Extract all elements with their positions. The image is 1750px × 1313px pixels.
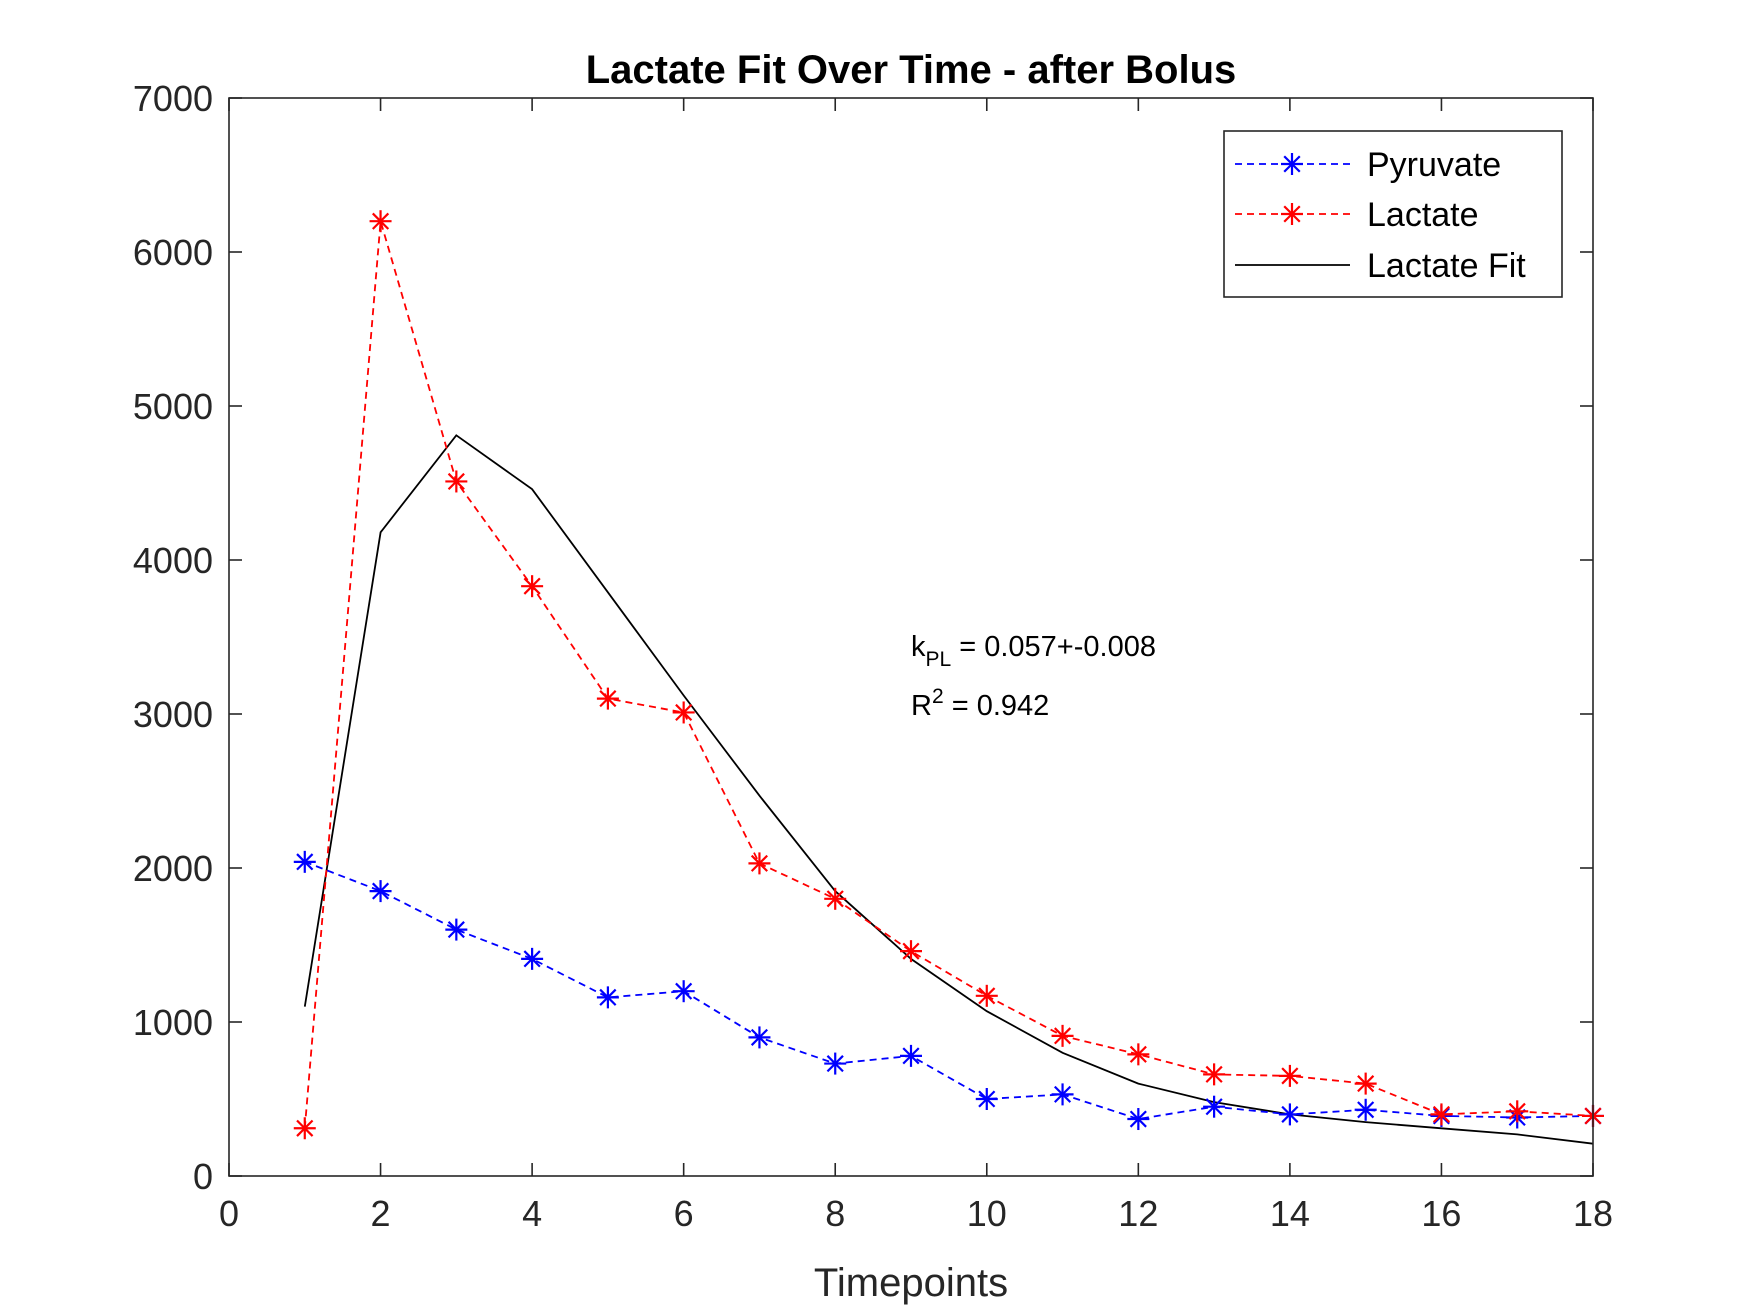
lactate-point — [1203, 1063, 1226, 1086]
lactate-point — [1506, 1100, 1529, 1123]
pyruvate-point — [975, 1088, 998, 1110]
kpl-annotation: kPL = 0.057+-0.008 — [911, 631, 1156, 671]
pyruvate-point — [1203, 1095, 1226, 1118]
series-lactate — [293, 210, 1604, 1140]
x-tick-label: 0 — [219, 1193, 239, 1234]
lactate-line — [303, 220, 1594, 1129]
x-tick-label: 18 — [1573, 1193, 1613, 1234]
x-tick-label: 6 — [674, 1193, 694, 1234]
x-tick-label: 8 — [825, 1193, 845, 1234]
legend: Pyruvate Lactate Lactate Fit — [1223, 130, 1563, 298]
pyruvate-point — [521, 947, 544, 970]
lactate-fit-line — [303, 434, 1594, 1145]
legend-entry-lactate-fit: Lactate Fit — [1235, 247, 1526, 285]
legend-entry-lactate: Lactate — [1235, 196, 1479, 234]
pyruvate-point — [824, 1052, 847, 1075]
kpl-subscript: PL — [926, 648, 952, 671]
series-layer — [293, 210, 1604, 1145]
y-tick-label: 3000 — [133, 694, 213, 735]
y-tick-label: 1000 — [133, 1002, 213, 1043]
legend-entries: Pyruvate Lactate Lactate Fit — [1235, 146, 1526, 285]
legend-label-pyruvate: Pyruvate — [1367, 146, 1501, 184]
x-tick-label: 4 — [522, 1193, 542, 1234]
lactate-point — [293, 1117, 316, 1140]
x-tick-label: 10 — [967, 1193, 1007, 1234]
r2-superscript: 2 — [932, 685, 944, 708]
legend-entry-pyruvate: Pyruvate — [1235, 146, 1501, 184]
y-tick-label: 0 — [193, 1156, 213, 1197]
lactate-point — [1354, 1072, 1377, 1095]
y-tick-label: 6000 — [133, 232, 213, 273]
lactate-point — [521, 575, 544, 598]
pyruvate-point — [1127, 1108, 1150, 1131]
pyruvate-point — [900, 1044, 922, 1067]
series-lactate-fit — [303, 434, 1594, 1145]
pyruvate-point — [1051, 1083, 1074, 1106]
lactate-point — [900, 940, 922, 963]
legend-box — [1223, 130, 1563, 298]
lactate-point — [672, 701, 695, 724]
pyruvate-line — [304, 860, 1594, 1120]
pyruvate-point — [369, 880, 392, 903]
y-tick-label: 2000 — [133, 848, 213, 889]
pyruvate-point — [1278, 1103, 1301, 1126]
lactate-point — [748, 852, 771, 875]
x-tick-label: 14 — [1270, 1193, 1310, 1234]
lactate-point — [975, 984, 998, 1007]
chart-title: Lactate Fit Over Time - after Bolus — [586, 48, 1237, 92]
lactate-point — [369, 210, 392, 233]
series-pyruvate — [293, 850, 1604, 1131]
kpl-value: = 0.057+-0.008 — [951, 631, 1156, 663]
lactate-point — [1051, 1024, 1074, 1047]
pyruvate-point — [748, 1026, 771, 1049]
lactate-point — [1278, 1064, 1301, 1087]
x-axis-label: Timepoints — [814, 1261, 1008, 1305]
y-tick-label: 4000 — [133, 540, 213, 581]
x-tick-label: 12 — [1118, 1193, 1158, 1234]
y-tick-label: 7000 — [133, 78, 213, 119]
pyruvate-point — [596, 986, 619, 1009]
pyruvate-point — [1354, 1098, 1377, 1121]
x-tick-label: 16 — [1421, 1193, 1461, 1234]
lactate-point — [824, 887, 847, 910]
legend-marker-lactate — [1281, 203, 1303, 225]
lactate-point — [445, 470, 468, 493]
r2-value: = 0.942 — [944, 690, 1050, 722]
lactate-point — [596, 687, 619, 710]
r2-prefix: R — [911, 690, 932, 722]
pyruvate-point — [672, 980, 695, 1003]
x-tick-label: 2 — [371, 1193, 391, 1234]
y-tick-label: 5000 — [133, 386, 213, 427]
r2-annotation: R2 = 0.942 — [911, 685, 1049, 722]
legend-label-lactate: Lactate — [1367, 196, 1479, 234]
plot-frame — [228, 97, 1594, 1177]
pyruvate-point — [445, 918, 468, 941]
lactate-point — [1127, 1043, 1150, 1066]
axes-ticks: 0 2 4 6 8 10 12 14 16 18 0 1000 2000 3000 4000 5000 6000… — [133, 78, 1613, 1234]
kpl-prefix: k — [911, 631, 926, 663]
pyruvate-point — [293, 850, 316, 873]
legend-marker-pyruvate — [1281, 153, 1303, 175]
legend-label-lactate-fit: Lactate Fit — [1367, 247, 1526, 285]
lactate-point — [1430, 1103, 1453, 1126]
fit-annotation: kPL = 0.057+-0.008 R2 = 0.942 — [911, 631, 1156, 722]
